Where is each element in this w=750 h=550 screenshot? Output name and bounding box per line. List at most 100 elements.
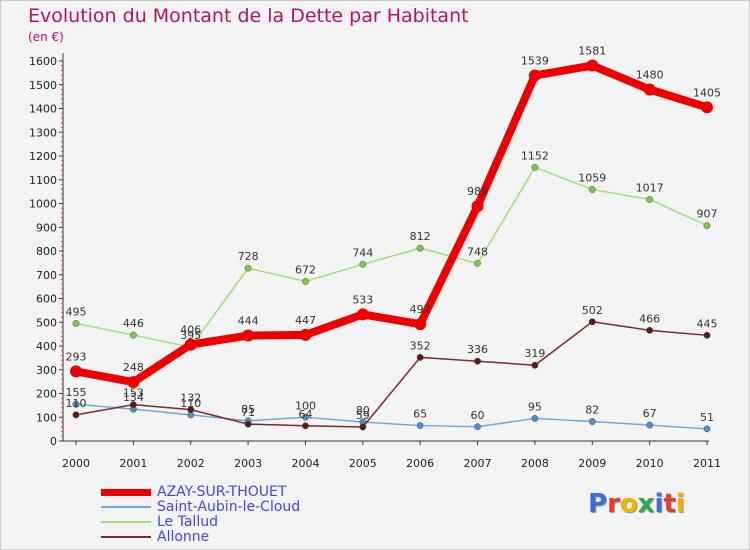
- legend-swatch: [101, 489, 151, 496]
- data-point: [646, 196, 654, 203]
- data-label: 82: [585, 404, 599, 417]
- logo-letter: r: [607, 489, 620, 519]
- data-label: 744: [352, 246, 373, 259]
- data-label: 110: [180, 397, 201, 410]
- data-label: 466: [639, 312, 660, 325]
- y-tick-label: 700: [36, 269, 57, 282]
- y-tick-label: 200: [36, 388, 57, 401]
- data-label: 64: [298, 408, 312, 421]
- data-point: [187, 406, 195, 414]
- data-point: [646, 326, 654, 334]
- y-tick-label: 400: [36, 340, 57, 353]
- series-line: [72, 61, 711, 387]
- data-point: [588, 318, 596, 326]
- x-tick-label: 2009: [578, 457, 606, 470]
- data-point: [528, 69, 541, 82]
- data-label: 495: [66, 305, 87, 318]
- legend-label: Saint-Aubin-le-Cloud: [157, 499, 301, 515]
- data-label: 989: [467, 185, 488, 198]
- data-label: 1017: [636, 181, 664, 194]
- series-line: [75, 166, 708, 348]
- data-label: 1405: [693, 86, 721, 99]
- proxiti-logo: Proxiti: [588, 489, 685, 519]
- data-label: 672: [295, 263, 316, 276]
- data-point: [302, 413, 309, 421]
- data-label: 492: [410, 303, 431, 316]
- y-tick-label: 900: [36, 221, 57, 234]
- data-point: [471, 200, 484, 213]
- data-point: [703, 222, 711, 230]
- data-point: [474, 259, 481, 267]
- data-label: 1152: [521, 149, 549, 162]
- data-label: 100: [295, 399, 316, 412]
- data-label: 293: [66, 350, 87, 363]
- data-point: [129, 401, 137, 409]
- x-tick-label: 2002: [177, 457, 205, 470]
- data-point: [302, 277, 309, 285]
- logo-letter: t: [663, 489, 676, 519]
- data-label: 51: [700, 411, 714, 424]
- data-label: 1480: [636, 69, 664, 82]
- y-tick-label: 800: [36, 245, 57, 258]
- data-label: 728: [238, 250, 259, 263]
- x-tick-label: 2005: [349, 457, 377, 470]
- data-label: 59: [356, 409, 370, 422]
- chart-title: Evolution du Montant de la Dette par Hab…: [28, 5, 469, 27]
- logo-letter: x: [637, 489, 655, 519]
- data-label: 65: [413, 408, 427, 421]
- data-point: [244, 420, 252, 428]
- data-label: 248: [123, 361, 144, 374]
- data-label: 907: [697, 208, 718, 221]
- data-point: [72, 411, 80, 419]
- data-label: 132: [180, 392, 201, 405]
- data-label: 60: [471, 409, 485, 422]
- data-label: 533: [352, 293, 373, 306]
- legend-label: Le Tallud: [157, 514, 218, 530]
- unit-label: (en €): [28, 30, 64, 44]
- data-label: 67: [643, 407, 657, 420]
- y-tick-label: 1100: [29, 174, 57, 187]
- data-point: [416, 244, 424, 252]
- data-label: 1059: [578, 171, 606, 184]
- data-label: 445: [697, 317, 718, 330]
- data-point: [302, 422, 309, 430]
- data-point: [359, 260, 367, 268]
- data-point: [531, 361, 539, 369]
- data-point: [586, 59, 599, 72]
- x-tick-label: 2001: [119, 457, 147, 470]
- x-tick-label: 2000: [62, 457, 90, 470]
- x-tick-label: 2004: [291, 457, 319, 470]
- data-point: [474, 423, 481, 431]
- data-label: 352: [410, 339, 431, 352]
- x-tick-label: 2006: [406, 457, 434, 470]
- x-tick-label: 2011: [693, 457, 721, 470]
- data-label: 444: [238, 315, 259, 328]
- data-point: [70, 365, 82, 378]
- y-tick-label: 1200: [29, 150, 57, 163]
- data-label: 319: [524, 347, 545, 360]
- data-point: [299, 328, 312, 341]
- data-point: [701, 101, 713, 114]
- data-label: 447: [295, 314, 316, 327]
- data-point: [646, 421, 654, 429]
- x-tick-label: 2010: [636, 457, 664, 470]
- y-tick-label: 0: [50, 435, 57, 448]
- data-label: 85: [241, 403, 255, 416]
- data-label: 748: [467, 245, 488, 258]
- legend-label: AZAY-SUR-THOUET: [157, 484, 287, 500]
- data-point: [129, 331, 137, 339]
- data-point: [588, 186, 596, 193]
- data-label: 80: [356, 404, 370, 417]
- data-label: 134: [123, 391, 144, 404]
- data-point: [643, 83, 656, 96]
- data-point: [127, 376, 140, 389]
- logo-letter: i: [675, 489, 685, 519]
- data-label: 406: [180, 324, 201, 337]
- data-point: [72, 400, 80, 408]
- data-point: [242, 329, 255, 342]
- y-tick-label: 1600: [29, 55, 57, 68]
- data-label: 1539: [521, 54, 549, 67]
- data-label: 110: [66, 397, 87, 410]
- data-point: [416, 422, 424, 430]
